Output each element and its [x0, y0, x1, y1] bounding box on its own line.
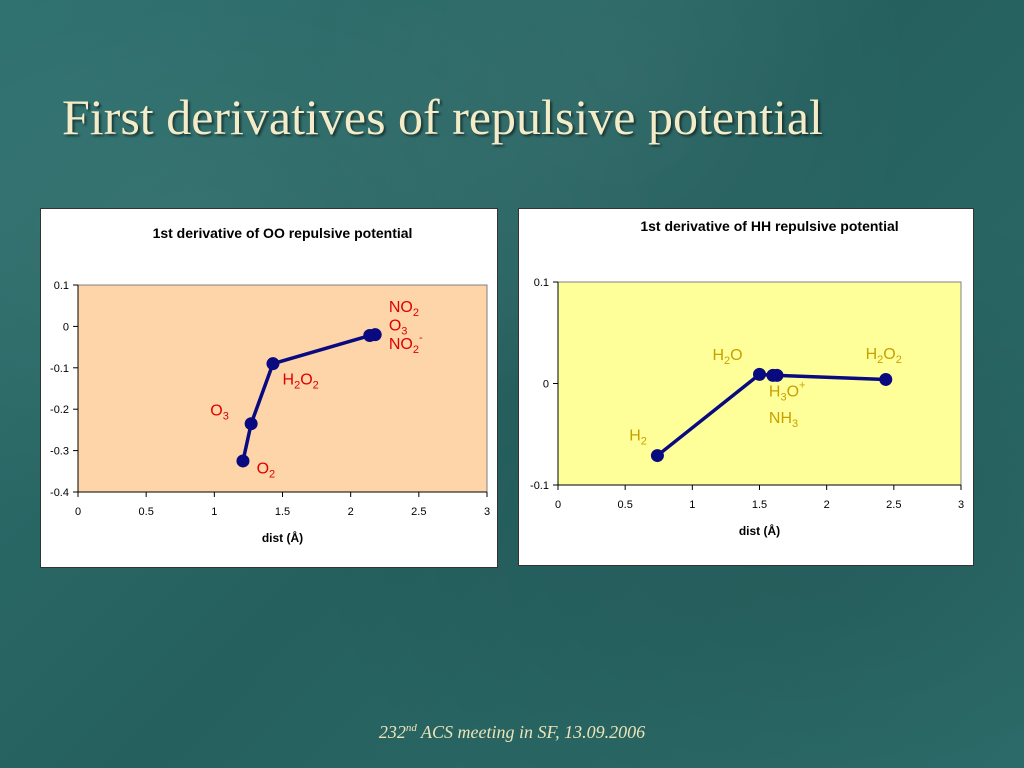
x-tick-label: 3 — [484, 506, 490, 518]
data-point — [650, 449, 664, 463]
x-tick-label: 1.5 — [752, 499, 767, 511]
data-point — [266, 357, 280, 371]
point-annotation: NO2- — [389, 332, 423, 356]
y-tick-label: -0.2 — [50, 404, 69, 416]
x-tick-label: 2 — [824, 499, 830, 511]
annotation-superscript: - — [419, 332, 423, 344]
annotation-subscript: 2 — [413, 344, 419, 356]
annotation-subscript: 3 — [401, 326, 407, 338]
x-tick-label: 2 — [348, 506, 354, 518]
annotation-tail-subscript: 2 — [896, 354, 902, 366]
point-annotation: O3 — [389, 318, 408, 338]
hh-derivative-chart: 1st derivative of HH repulsive potential… — [518, 208, 974, 566]
annotation-subscript: 2 — [413, 307, 419, 319]
y-tick-label: 0 — [63, 321, 69, 333]
y-tick-label: -0.3 — [50, 446, 69, 458]
point-annotation: O2 — [257, 460, 276, 480]
annotation-tail: O — [730, 347, 742, 364]
x-tick-label: 2.5 — [411, 506, 426, 518]
annotation-tail-subscript: 2 — [313, 379, 319, 391]
annotation-base: NO — [389, 336, 413, 353]
x-tick-label: 1 — [211, 506, 217, 518]
x-axis-label: dist (Å) — [262, 530, 303, 545]
point-annotation: NO2 — [389, 299, 419, 319]
annotation-subscript: 2 — [724, 355, 730, 367]
chart-title: 1st derivative of OO repulsive potential — [153, 225, 413, 241]
x-tick-label: 0 — [555, 499, 561, 511]
annotation-base: H — [712, 347, 724, 364]
x-axis-label: dist (Å) — [739, 523, 780, 538]
footer-text: ACS meeting in SF, 13.09.2006 — [416, 722, 646, 742]
point-annotation: H2O — [712, 347, 742, 367]
annotation-base: H — [866, 346, 878, 363]
annotation-base: H — [283, 371, 295, 388]
annotation-subscript: 2 — [641, 435, 647, 447]
point-annotation: H2O2 — [866, 346, 902, 366]
annotation-tail: O — [787, 384, 799, 401]
y-tick-label: 0 — [543, 379, 549, 391]
x-tick-label: 1 — [689, 499, 695, 511]
slide-title: First derivatives of repulsive potential — [62, 89, 823, 145]
oo-derivative-chart: 1st derivative of OO repulsive potential… — [40, 208, 498, 568]
data-point — [753, 367, 766, 381]
annotation-subscript: 2 — [269, 468, 275, 480]
annotation-base: O — [257, 460, 269, 477]
chart-title: 1st derivative of HH repulsive potential — [640, 218, 898, 234]
x-tick-label: 3 — [958, 499, 964, 511]
annotation-subscript: 3 — [780, 392, 786, 404]
annotation-base: H — [769, 384, 781, 401]
point-annotation: O3 — [210, 402, 229, 422]
oo-chart-svg: 1st derivative of OO repulsive potential… — [50, 225, 490, 545]
annotation-base: O — [210, 402, 222, 419]
annotation-tail: O — [300, 371, 312, 388]
y-tick-label: -0.4 — [50, 487, 69, 499]
annotation-superscript: + — [799, 380, 805, 392]
annotation-base: O — [389, 318, 401, 335]
x-tick-label: 0.5 — [139, 506, 154, 518]
footer-number: 232 — [378, 722, 406, 742]
annotation-base: H — [629, 427, 641, 444]
data-point — [236, 454, 250, 468]
data-point — [244, 417, 258, 431]
hh-chart-svg: 1st derivative of HH repulsive potential… — [530, 218, 964, 538]
y-tick-label: -0.1 — [50, 363, 69, 375]
plot-area — [77, 284, 488, 493]
point-annotation: H2 — [629, 427, 647, 447]
x-tick-label: 2.5 — [886, 499, 901, 511]
y-tick-label: 0.1 — [534, 277, 549, 289]
point-annotation: NH3 — [769, 410, 798, 430]
y-tick-label: 0.1 — [54, 280, 69, 292]
data-point — [368, 328, 382, 342]
data-point — [879, 372, 893, 386]
data-point — [770, 368, 784, 382]
x-tick-label: 1.5 — [275, 506, 290, 518]
annotation-subscript: 3 — [792, 418, 798, 430]
x-tick-label: 0.5 — [618, 499, 633, 511]
point-annotation: H2O2 — [283, 371, 319, 391]
x-tick-label: 0 — [75, 506, 81, 518]
annotation-subscript: 2 — [294, 379, 300, 391]
annotation-tail: O — [883, 346, 895, 363]
footer-superscript: nd — [405, 722, 417, 734]
annotation-subscript: 2 — [877, 354, 883, 366]
y-tick-label: -0.1 — [530, 480, 549, 492]
slide-footer: 232nd ACS meeting in SF, 13.09.2006 — [0, 722, 1024, 743]
annotation-subscript: 3 — [223, 410, 229, 422]
point-annotation: H3O+ — [769, 380, 806, 404]
plot-area — [557, 281, 962, 486]
annotation-base: NH — [769, 410, 792, 427]
annotation-base: NO — [389, 299, 413, 316]
